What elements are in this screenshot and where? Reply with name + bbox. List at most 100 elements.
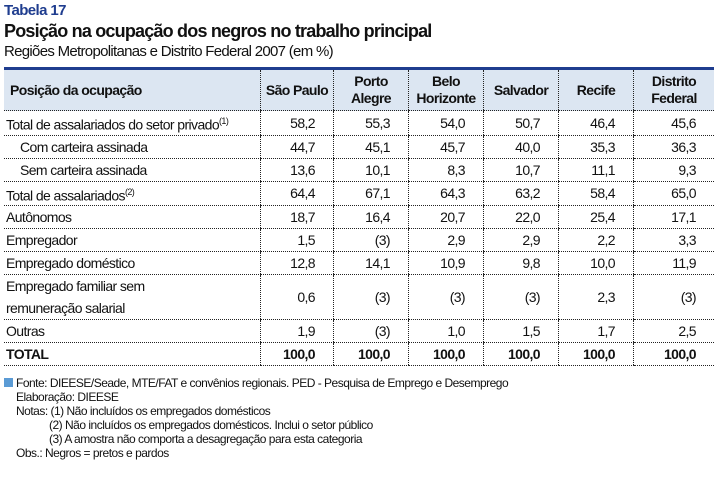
value-cell: 18,7 — [260, 205, 334, 230]
value-cell: (3) — [483, 274, 559, 321]
table-row: TOTAL 100,0 100,0 100,0 100,0 100,0 100,0 — [4, 342, 714, 367]
col-header: Salvador — [483, 68, 559, 111]
col-header: Porto Alegre — [333, 68, 409, 111]
table-row: Sem carteira assinada 13,6 10,1 8,3 10,7 11,1… — [4, 158, 714, 182]
value-cell: 9,8 — [483, 251, 559, 276]
note-2: (2) Não incluídos os empregados doméstic… — [49, 418, 373, 433]
table-document: Tabela 17 Posição na ocupação dos negros… — [4, 2, 714, 460]
value-cell: 22,0 — [483, 205, 559, 230]
value-cell: 3,3 — [633, 228, 714, 253]
value-cell: 2,9 — [408, 228, 484, 253]
value-cell: 63,2 — [483, 181, 559, 207]
row-label: Com carteira assinada — [4, 135, 261, 159]
value-cell: 65,0 — [633, 181, 714, 207]
row-label-text: Total de assalariados do setor privado — [6, 116, 220, 133]
table-title: Posição na ocupação dos negros no trabal… — [4, 21, 432, 41]
value-cell: (3) — [333, 274, 409, 321]
table-row: Outras 1,9 (3) 1,0 1,5 1,7 2,5 — [4, 319, 714, 344]
row-label-text: Autônomos — [6, 209, 72, 226]
value-cell: 100,0 — [483, 342, 559, 367]
value-cell: 58,2 — [260, 110, 334, 136]
value-cell: 9,3 — [633, 158, 714, 182]
value-cell: 2,3 — [558, 274, 634, 321]
value-cell: 0,6 — [260, 274, 334, 321]
value-cell: 2,5 — [633, 319, 714, 344]
value-cell: 1,7 — [558, 319, 634, 344]
col-header: Distrito Federal — [633, 68, 714, 111]
value-cell: 11,1 — [558, 158, 634, 182]
value-cell: 1,9 — [260, 319, 334, 344]
col-header: Belo Horizonte — [408, 68, 484, 111]
table-row: Autônomos 18,7 16,4 20,7 22,0 25,4 17,1 — [4, 205, 714, 230]
header-row: Posição da ocupação São Paulo Porto Aleg… — [4, 68, 714, 111]
elaboration-note: Elaboração: DIEESE — [16, 390, 119, 405]
bullet-square-icon — [4, 378, 13, 388]
row-label: Empregado familiar sem remuneração salar… — [4, 274, 261, 321]
note-3: (3) A amostra não comporta a desagregaçã… — [49, 432, 363, 447]
value-cell: 54,0 — [408, 110, 484, 136]
table-row: Total de assalariados do setor privado(1… — [4, 110, 714, 136]
row-label-text: Empregado doméstico — [6, 255, 135, 272]
value-cell: 55,3 — [333, 110, 409, 136]
row-label-text: Com carteira assinada — [20, 138, 148, 155]
row-label-text: Sem carteira assinada — [20, 161, 147, 178]
value-cell: 44,7 — [260, 135, 334, 159]
row-label: Empregado doméstico — [4, 251, 261, 276]
data-table: Posição da ocupação São Paulo Porto Aleg… — [4, 67, 714, 367]
col-header: Posição da ocupação — [4, 68, 261, 111]
source-note: Fonte: DIEESE/Seade, MTE/FAT e convênios… — [16, 376, 509, 391]
table-row: Com carteira assinada 44,7 45,1 45,7 40,0 35,… — [4, 135, 714, 159]
value-cell: (3) — [633, 274, 714, 321]
footnote-ref: (1) — [219, 116, 229, 126]
value-cell: 64,3 — [408, 181, 484, 207]
row-label-text: Empregador — [6, 232, 78, 249]
row-label: Sem carteira assinada — [4, 158, 261, 182]
value-cell: 1,0 — [408, 319, 484, 344]
table-number: Tabela 17 — [4, 2, 66, 19]
table-row: Empregado doméstico 12,8 14,1 10,9 9,8 10,0 11… — [4, 251, 714, 276]
value-cell: 1,5 — [260, 228, 334, 253]
row-label: Outras — [4, 319, 261, 344]
value-cell: 46,4 — [558, 110, 634, 136]
row-label-text: TOTAL — [6, 346, 49, 363]
row-label: Total de assalariados(2) — [4, 181, 261, 207]
row-label-text: Empregado familiar sem remuneração salar… — [6, 278, 145, 317]
value-cell: 35,3 — [558, 135, 634, 159]
value-cell: 45,6 — [633, 110, 714, 136]
value-cell: 14,1 — [333, 251, 409, 276]
value-cell: 50,7 — [483, 110, 559, 136]
row-label: Autônomos — [4, 205, 261, 230]
table-row: Empregador 1,5 (3) 2,9 2,9 2,2 3,3 — [4, 228, 714, 253]
value-cell: (3) — [333, 228, 409, 253]
value-cell: 100,0 — [558, 342, 634, 367]
value-cell: 25,4 — [558, 205, 634, 230]
value-cell: (3) — [333, 319, 409, 344]
value-cell: 45,7 — [408, 135, 484, 159]
value-cell: 64,4 — [260, 181, 334, 207]
value-cell: 67,1 — [333, 181, 409, 207]
value-cell: 2,9 — [483, 228, 559, 253]
row-label-text: Outras — [6, 323, 45, 340]
row-label: TOTAL — [4, 342, 261, 367]
value-cell: 11,9 — [633, 251, 714, 276]
value-cell: 10,0 — [558, 251, 634, 276]
col-header: Recife — [558, 68, 634, 111]
obs-note: Obs.: Negros = pretos e pardos — [16, 446, 169, 461]
value-cell: 10,1 — [333, 158, 409, 182]
value-cell: 1,5 — [483, 319, 559, 344]
value-cell: 100,0 — [260, 342, 334, 367]
value-cell: 17,1 — [633, 205, 714, 230]
value-cell: 100,0 — [408, 342, 484, 367]
value-cell: 58,4 — [558, 181, 634, 207]
value-cell: 100,0 — [333, 342, 409, 367]
value-cell: 100,0 — [633, 342, 714, 367]
col-header: São Paulo — [260, 68, 334, 111]
value-cell: 10,9 — [408, 251, 484, 276]
value-cell: (3) — [408, 274, 484, 321]
table-row: Empregado familiar sem remuneração salar… — [4, 274, 714, 321]
value-cell: 16,4 — [333, 205, 409, 230]
value-cell: 40,0 — [483, 135, 559, 159]
value-cell: 8,3 — [408, 158, 484, 182]
row-label: Total de assalariados do setor privado(1… — [4, 110, 261, 136]
footnote-ref: (2) — [124, 186, 135, 197]
